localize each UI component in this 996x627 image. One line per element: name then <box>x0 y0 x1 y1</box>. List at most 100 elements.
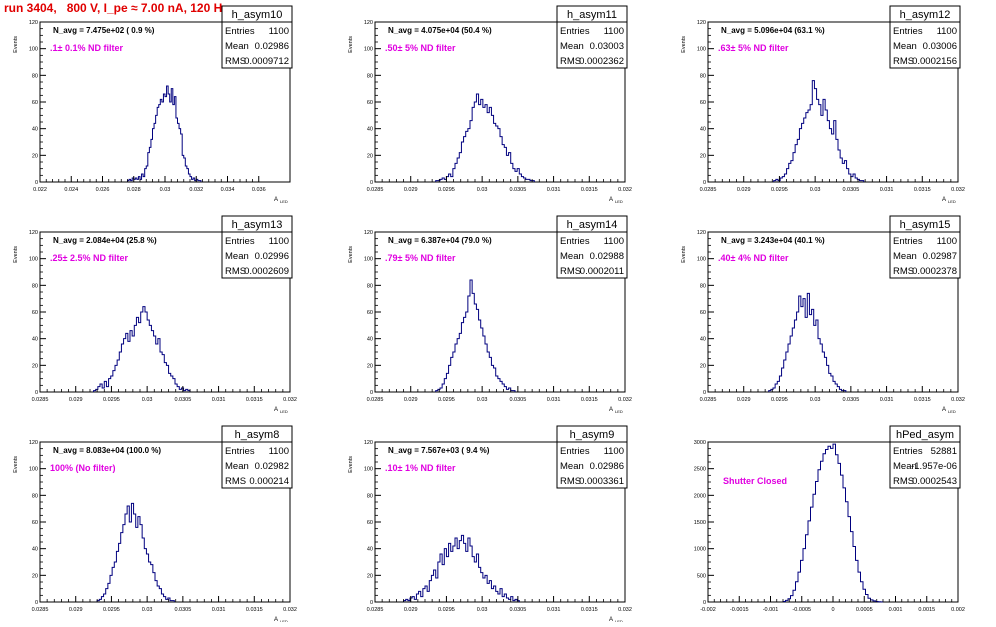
stats-value-rms: 0.000214 <box>249 476 289 487</box>
stats-box-frame <box>889 215 961 279</box>
stats-label-entries: Entries <box>893 26 923 37</box>
filter-annotation: .40± 4% ND filter <box>718 253 789 263</box>
y-tick-label: 60 <box>32 310 38 316</box>
histogram-name: h_asym8 <box>235 429 280 441</box>
y-tick-label: 0 <box>370 180 373 186</box>
x-tick-label: 0.0305 <box>509 187 526 193</box>
x-axis-label: A <box>274 617 278 622</box>
histogram-panel-hPed_asym: -0.002 -0.0015 -0.001 -0.0005 0 0.0005 0.001 0.… <box>694 425 965 613</box>
y-tick-label: 20 <box>32 153 38 159</box>
filter-annotation: .1± 0.1% ND filter <box>50 43 123 53</box>
stats-value-entries: 1100 <box>604 26 624 37</box>
histogram-line <box>435 279 516 392</box>
x-tick-label: 0.031 <box>547 397 561 403</box>
y-tick-label: 2000 <box>694 493 706 499</box>
y-tick-label: 120 <box>29 20 38 26</box>
x-tick-label: 0.0285 <box>700 187 717 193</box>
y-tick-label: 60 <box>367 100 373 106</box>
x-tick-label: 0.0315 <box>581 607 598 613</box>
histogram-line <box>96 502 175 602</box>
stats-value-rms: 0.0003361 <box>579 476 624 487</box>
y-tick-label: 60 <box>367 520 373 526</box>
navg-text: N_avg = 7.567e+03 ( 9.4 %) <box>388 446 490 455</box>
x-tick-label: 0.029 <box>737 397 751 403</box>
stats-value-rms: 0.0002609 <box>244 266 289 277</box>
stats-label-rms: RMS <box>560 56 581 67</box>
stats-label-rms: RMS <box>560 476 581 487</box>
stats-value-mean: 0.02996 <box>255 251 289 262</box>
stats-value-mean: 0.02982 <box>255 461 289 472</box>
x-tick-label: 0.032 <box>283 397 297 403</box>
y-tick-label: 100 <box>364 257 373 263</box>
stats-label-mean: Mean <box>893 41 917 52</box>
y-axis-label: Events <box>681 36 687 53</box>
histogram-line <box>403 534 520 602</box>
stats-value-rms: 0.0002156 <box>912 56 957 67</box>
y-tick-label: 100 <box>29 467 38 473</box>
navg-text: N_avg = 6.387e+04 (79.0 %) <box>388 236 492 245</box>
stats-label-mean: Mean <box>893 251 917 262</box>
y-tick-label: 80 <box>700 283 706 289</box>
y-tick-label: 20 <box>367 573 373 579</box>
x-tick-label: 0.031 <box>880 397 894 403</box>
y-tick-label: 20 <box>367 363 373 369</box>
stats-label-rms: RMS <box>225 56 246 67</box>
stats-box-frame <box>889 425 961 489</box>
stats-box-frame <box>221 5 293 69</box>
stats-label-rms: RMS <box>560 266 581 277</box>
x-tick-label: 0.032 <box>283 607 297 613</box>
stats-label-mean: Mean <box>560 251 584 262</box>
y-tick-label: 0 <box>35 600 38 606</box>
stats-value-entries: 1100 <box>604 446 624 457</box>
x-tick-label: 0.0005 <box>856 607 873 613</box>
y-tick-label: 1000 <box>694 547 706 553</box>
y-tick-label: 80 <box>700 73 706 79</box>
histogram-line <box>435 93 535 182</box>
y-tick-label: 20 <box>700 153 706 159</box>
stats-label-entries: Entries <box>225 446 255 457</box>
x-tick-label: -0.002 <box>700 607 716 613</box>
y-tick-label: 120 <box>364 20 373 26</box>
x-tick-label: 0.0315 <box>246 397 263 403</box>
y-tick-label: 120 <box>364 440 373 446</box>
stats-value-entries: 1100 <box>269 26 289 37</box>
stats-value-entries: 1100 <box>937 26 957 37</box>
filter-annotation: .10± 1% ND filter <box>385 463 456 473</box>
x-tick-label: 0.0285 <box>32 397 49 403</box>
navg-text: N_avg = 5.096e+04 (63.1 %) <box>721 26 825 35</box>
stats-value-entries: 52881 <box>931 446 957 457</box>
x-tick-label: 0.029 <box>737 187 751 193</box>
y-axis-label: Events <box>13 456 19 473</box>
stats-label-rms: RMS <box>225 266 246 277</box>
x-tick-label: 0.029 <box>69 397 83 403</box>
x-axis-label-subscript: LED <box>948 409 956 414</box>
stats-label-mean: Mean <box>560 41 584 52</box>
x-axis-label: A <box>274 197 278 203</box>
stats-box: h_asym11 Entries 1100 Mean 0.03003 RMS0.00023… <box>556 5 628 69</box>
x-tick-label: 0.03 <box>810 187 821 193</box>
x-tick-label: 0.0295 <box>103 397 120 403</box>
y-tick-label: 1500 <box>694 520 706 526</box>
x-tick-label: 0.03 <box>160 187 171 193</box>
stats-box-frame <box>556 425 628 489</box>
histogram-line <box>782 443 884 603</box>
x-tick-label: 0.0285 <box>367 607 384 613</box>
stats-value-entries: 1100 <box>269 446 289 457</box>
stats-label-entries: Entries <box>560 236 590 247</box>
stats-value-mean: 0.02986 <box>255 41 289 52</box>
y-tick-label: 80 <box>367 493 373 499</box>
histogram-line <box>127 85 202 182</box>
x-tick-label: 0.032 <box>618 397 632 403</box>
stats-label-mean: Mean <box>225 461 249 472</box>
stats-box-frame <box>221 425 293 489</box>
stats-value-mean: 0.03006 <box>923 41 957 52</box>
y-tick-label: 60 <box>700 100 706 106</box>
stats-label-rms: RMS <box>225 476 246 487</box>
stats-box: h_asym10 Entries 1100 Mean 0.02986 RMS0.00097… <box>221 5 293 69</box>
filter-annotation: .79± 5% ND filter <box>385 253 456 263</box>
y-tick-label: 60 <box>32 520 38 526</box>
y-tick-label: 100 <box>29 257 38 263</box>
histogram-name: h_asym15 <box>900 219 951 231</box>
stats-label-entries: Entries <box>225 236 255 247</box>
